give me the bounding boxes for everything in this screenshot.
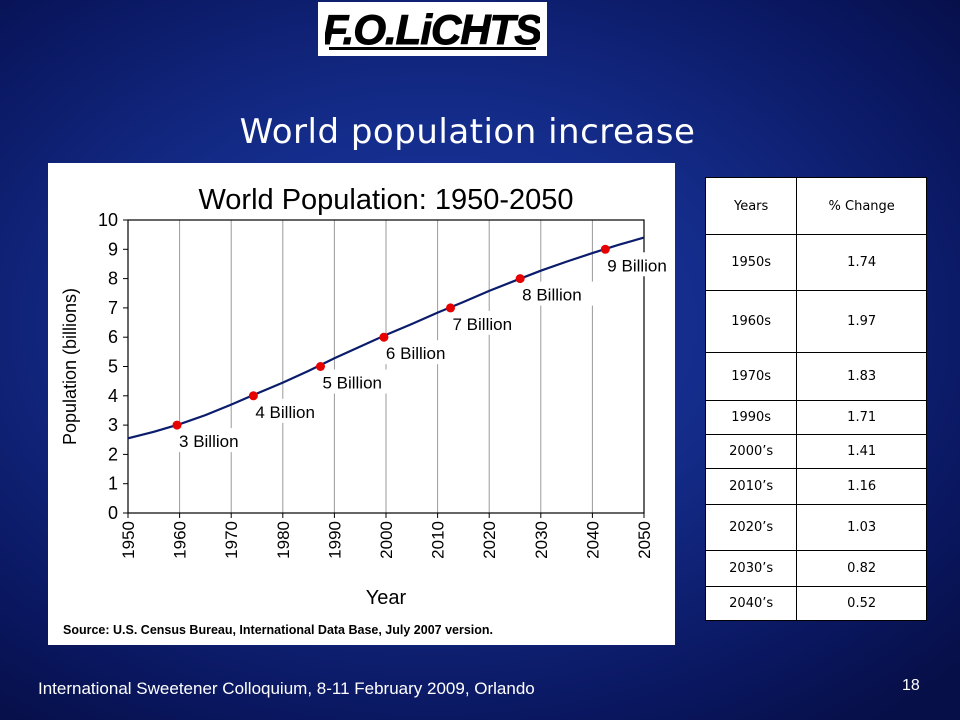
y-tick-label: 1: [108, 474, 118, 494]
y-tick-label: 10: [98, 210, 118, 230]
milestone-label-bg: [318, 369, 399, 394]
table-row: 1970s 1.83: [704, 352, 927, 401]
population-chart-panel: World Population: 1950-2050 1950 1960 1970 1…: [48, 163, 675, 645]
company-logo: F.O.LiCHTS: [318, 2, 547, 56]
percent-change-table-wrap: Years % Change 1950s 1.74 1960s 1.97 1970s…: [704, 177, 927, 621]
y-tick-label: 7: [108, 298, 118, 318]
y-tick-label: 0: [108, 503, 118, 523]
chart-source-note: Source: U.S. Census Bureau, Internationa…: [63, 623, 494, 637]
chart-title: World Population: 1950-2050: [198, 184, 573, 216]
table-row: 2040’s 0.52: [704, 586, 927, 621]
table-cell-change: 1.41: [796, 434, 927, 469]
x-tick-label: 1990: [325, 521, 344, 559]
milestone-label: 3 Billion: [179, 432, 239, 451]
table-row: 2030’s 0.82: [704, 550, 927, 587]
x-tick-label: 1970: [222, 521, 241, 559]
milestone-label-bg: [381, 340, 462, 365]
x-axis-label: Year: [366, 587, 407, 609]
table-cell-decade: 2000’s: [704, 434, 798, 469]
table-row: 2020’s 1.03: [704, 504, 927, 551]
table-row: 1950s 1.74: [704, 234, 927, 291]
slide-title: World population increase: [239, 112, 696, 152]
milestone-marker: [315, 362, 325, 371]
table-cell-decade: 1990s: [704, 400, 798, 435]
table-cell-decade: 1960s: [704, 290, 798, 353]
table-cell-decade: 2040’s: [704, 586, 798, 621]
milestone-marker: [248, 391, 258, 401]
x-tick-label: 1980: [274, 521, 293, 559]
milestone-label: 7 Billion: [453, 315, 513, 334]
milestone-label: 8 Billion: [522, 286, 582, 305]
table-cell-change: 1.71: [796, 400, 927, 435]
milestone-marker: [379, 332, 389, 342]
y-tick-label: 4: [108, 386, 118, 406]
page-number: 18: [902, 677, 920, 694]
milestone-label-bg: [603, 252, 675, 277]
x-tick-label: 2040: [583, 521, 602, 559]
y-axis-label: Population (billions): [60, 288, 80, 445]
table-cell-change: 1.74: [796, 234, 927, 291]
x-tick-label: 2000: [377, 521, 396, 559]
table-row: 2000’s 1.41: [704, 434, 927, 469]
table-row: 1990s 1.71: [704, 400, 927, 435]
y-tick-label: 5: [108, 357, 118, 377]
milestone-label-bg: [518, 281, 599, 306]
table-cell-decade: 2030’s: [704, 550, 798, 587]
milestone-label-bg: [448, 310, 529, 335]
milestone-label-bg: [251, 398, 332, 423]
table-cell-change: 1.03: [796, 504, 927, 551]
milestone-marker: [515, 274, 525, 284]
header-percent-change: % Change: [796, 177, 927, 235]
table-cell-decade: 1950s: [704, 234, 798, 291]
x-tick-label: 1950: [119, 521, 138, 559]
table-cell-decade: 1970s: [704, 352, 798, 401]
logo-wordmark: F.O.LiCHTS: [325, 7, 540, 51]
table-cell-change: 0.52: [796, 586, 927, 621]
milestone-marker: [600, 244, 610, 254]
table-cell-change: 1.83: [796, 352, 927, 401]
table-cell-decade: 2010’s: [704, 468, 798, 505]
milestone-label: 4 Billion: [255, 403, 315, 422]
table-cell-change: 1.16: [796, 468, 927, 505]
x-tick-label: 1960: [171, 521, 190, 559]
x-tick-label: 2050: [635, 521, 654, 559]
milestone-label: 6 Billion: [386, 344, 446, 363]
table-row: 1960s 1.97: [704, 290, 927, 353]
footer-text: International Sweetener Colloquium, 8-11…: [38, 679, 535, 698]
table-row: 2010’s 1.16: [704, 468, 927, 505]
milestone-marker: [172, 420, 182, 430]
x-tick-label: 2030: [532, 521, 551, 559]
milestone-marker: [446, 303, 455, 313]
milestone-label-bg: [175, 428, 256, 453]
x-tick-label: 2010: [429, 521, 448, 559]
table-cell-change: 0.82: [796, 550, 927, 587]
y-tick-label: 9: [108, 239, 118, 259]
x-tick-label: 2020: [480, 521, 499, 559]
header-years: Years: [704, 177, 798, 235]
percent-change-table: Years % Change 1950s 1.74 1960s 1.97 1970s…: [704, 177, 927, 621]
population-series-line: [127, 236, 645, 440]
y-tick-label: 3: [108, 415, 118, 435]
table-header-row: Years % Change: [704, 177, 927, 235]
y-tick-label: 6: [108, 327, 118, 347]
table-cell-change: 1.97: [796, 290, 927, 353]
y-tick-label: 8: [108, 269, 118, 289]
plot-frame: [127, 219, 645, 514]
table-cell-decade: 2020’s: [704, 504, 798, 551]
milestone-label: 9 Billion: [607, 256, 667, 275]
y-tick-label: 2: [108, 444, 118, 464]
milestone-label: 5 Billion: [322, 374, 382, 393]
